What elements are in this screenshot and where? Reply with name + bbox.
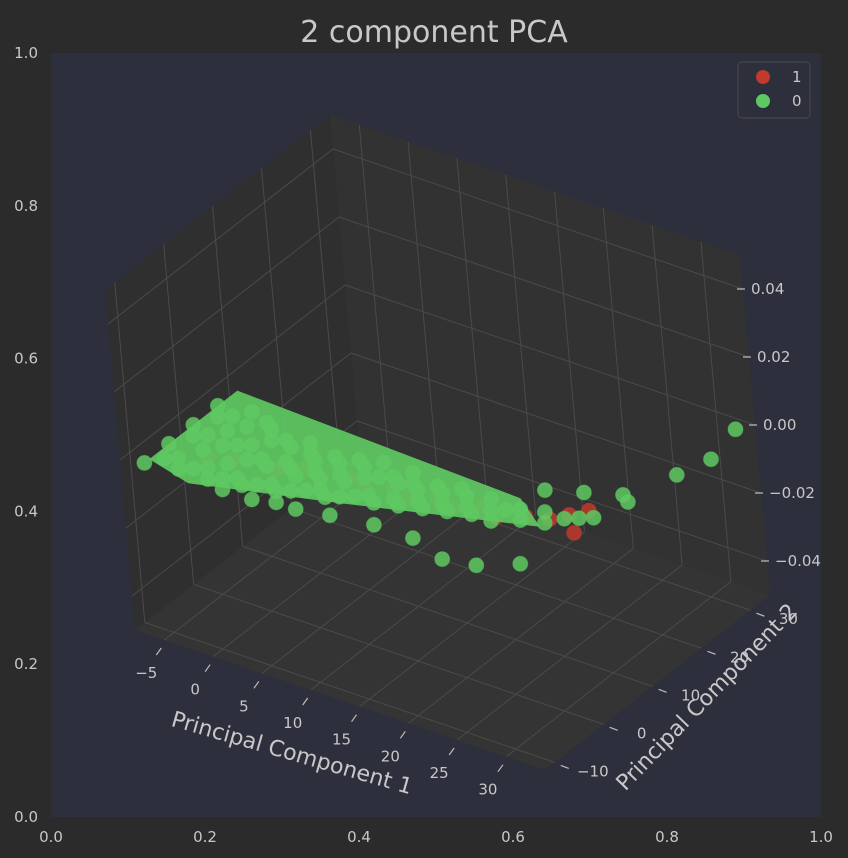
- x-tick-mark: [253, 680, 260, 689]
- scatter-point-series-0: [668, 466, 685, 483]
- outer-x-tick-label: 0.4: [347, 828, 371, 846]
- scatter-point-series-0: [468, 557, 485, 574]
- z-tick-label: 0.02: [757, 348, 790, 366]
- outer-y-tick-label: 0.2: [14, 655, 38, 673]
- left-grid-z: [119, 284, 346, 461]
- x-tick-label: 5: [239, 697, 249, 715]
- z-tick-label: 0.00: [763, 416, 796, 434]
- x-tick-label: 15: [332, 731, 351, 749]
- outer-x-tick-label: 0.2: [193, 828, 217, 846]
- y-tick-mark: [756, 612, 765, 617]
- x-tick-label: 20: [381, 747, 400, 765]
- scatter-point-series-0: [571, 510, 587, 527]
- scatter-point-series-0: [321, 507, 338, 524]
- outer-axes: 0.0 0.2 0.4 0.6 0.8 1.0 0.0 0.2 0.4 0.6 0.8 1.0: [14, 44, 833, 846]
- floor-pane: [135, 455, 770, 770]
- legend-marker-1: [756, 70, 770, 84]
- back-grid-z: [344, 284, 756, 426]
- y-tick-label: −10: [577, 762, 609, 780]
- scatter-point-series-0: [434, 551, 451, 568]
- y-tick-mark: [658, 688, 667, 693]
- scatter-point-series-0: [365, 516, 382, 533]
- chart-title: 2 component PCA: [300, 15, 568, 50]
- floor-grid-y: [144, 621, 555, 763]
- scatter-point-series-0: [243, 491, 260, 508]
- floor-grid-y: [291, 507, 702, 649]
- x-tick-mark: [204, 664, 211, 673]
- y-tick-mark: [609, 726, 618, 731]
- scatter-point-series-0: [585, 509, 602, 526]
- scatter-point-series-0: [619, 494, 636, 510]
- y-tick-label: 0: [637, 724, 647, 742]
- x-tick-label: 10: [283, 714, 302, 732]
- scatter-point-series-0: [287, 501, 304, 518]
- outer-x-tick-label: 0.8: [655, 828, 679, 846]
- outer-y-tick-label: 0.4: [14, 502, 38, 520]
- z-tick-label: −0.02: [769, 484, 815, 502]
- scatter-point-series-0: [703, 451, 719, 468]
- x-tick-label: 30: [478, 781, 497, 799]
- floor-grid-y: [193, 583, 604, 725]
- x-tick-mark: [155, 647, 162, 656]
- legend-marker-0: [756, 94, 770, 108]
- floor-grid-x: [310, 514, 537, 691]
- x-tick-mark: [448, 747, 455, 756]
- 3d-gridlines: [107, 124, 768, 763]
- scatter-points: [136, 390, 744, 574]
- back-grid-z: [332, 148, 744, 290]
- x-tick-mark: [399, 730, 406, 739]
- x-tick-label: 25: [430, 764, 449, 782]
- dense-point-cluster-series-0: [149, 390, 540, 527]
- left-grid-z: [113, 216, 340, 393]
- floor-grid-x: [505, 581, 732, 758]
- scatter-point-series-0: [536, 482, 553, 499]
- outer-x-tick-label: 0.6: [501, 828, 525, 846]
- y-tick-label: 30: [779, 610, 798, 628]
- legend: 10: [737, 61, 811, 119]
- scatter-point-series-0: [575, 484, 592, 501]
- scatter-point-series-0: [404, 530, 421, 547]
- y-tick-label: 20: [730, 648, 749, 666]
- y-tick-mark: [707, 650, 716, 655]
- legend-box: [737, 61, 811, 119]
- back-grid-z: [356, 420, 768, 562]
- scatter-point-series-0: [268, 494, 285, 511]
- left-grid-z: [107, 148, 334, 325]
- scatter-point-series-0: [536, 514, 553, 531]
- back-grid-z: [338, 216, 750, 358]
- outer-x-tick-label: 0.0: [39, 828, 63, 846]
- outer-y-tick-label: 0.8: [14, 197, 38, 215]
- floor-grid-x: [456, 564, 683, 741]
- x-tick-mark: [351, 714, 358, 723]
- floor-grid-x: [261, 497, 488, 674]
- scatter-point-series-0: [556, 510, 573, 527]
- x-tick-mark: [302, 697, 309, 706]
- scatter-point-series-0: [727, 421, 744, 438]
- y-tick-label: 10: [681, 686, 700, 704]
- outer-y-tick-label: 0.6: [14, 350, 38, 368]
- y-tick-mark: [560, 764, 569, 769]
- z-tick-label: −0.04: [775, 552, 821, 570]
- legend-label-1: 1: [792, 68, 802, 86]
- legend-label-0: 0: [792, 92, 802, 110]
- outer-x-tick-label: 1.0: [809, 828, 833, 846]
- x-tick-label: −5: [135, 664, 157, 682]
- outer-y-tick-label: 1.0: [14, 44, 38, 62]
- floor-grid-x: [408, 547, 634, 724]
- scatter-point-series-0: [136, 454, 153, 471]
- x-tick-label: 0: [190, 681, 200, 699]
- back-grid-z: [350, 352, 762, 494]
- z-tick-label: 0.04: [751, 280, 784, 298]
- x-tick-mark: [497, 764, 504, 773]
- 3d-axis-ticks: −5 0 5 10 15 20 25 30 −10 0 10 20 30 −0.04 −0.02 0.00 0.…: [135, 280, 821, 799]
- scatter-point-series-1: [566, 524, 583, 541]
- floor-grid-y: [242, 545, 653, 687]
- scatter-point-series-0: [512, 555, 529, 572]
- floor-grid-x: [359, 531, 585, 708]
- outer-y-tick-label: 0.0: [14, 808, 38, 826]
